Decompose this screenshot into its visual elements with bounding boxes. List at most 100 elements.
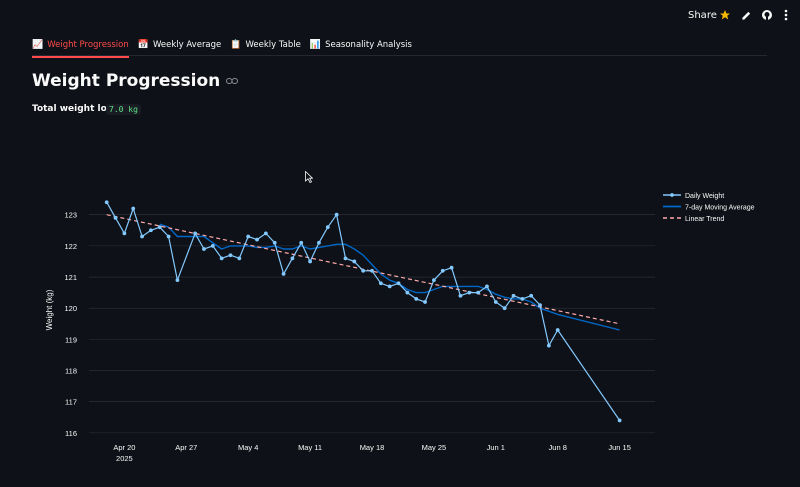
data-point [308, 259, 312, 264]
data-point [246, 234, 251, 239]
data-point [263, 231, 268, 236]
series-line-7-day-moving-average [159, 223, 620, 331]
x-tick-year-label: 2025 [116, 454, 133, 463]
data-point [343, 256, 348, 261]
data-point [113, 215, 118, 220]
data-point [361, 268, 366, 273]
data-point [520, 296, 525, 301]
top-toolbar: Share [0, 0, 800, 32]
data-point [228, 253, 233, 258]
chart-increasing-icon: 📈 [32, 40, 44, 50]
data-point [140, 234, 144, 239]
data-point [334, 212, 339, 217]
tab-seasonality-analysis[interactable]: 📊 Seasonality Analysis [310, 36, 421, 58]
x-tick-label: May 11 [298, 443, 322, 452]
data-point [237, 256, 242, 261]
data-point [485, 284, 489, 289]
data-point [157, 225, 162, 230]
tab-weight-progression[interactable]: 📈 Weight Progression [32, 36, 138, 58]
link-icon[interactable] [226, 75, 239, 88]
data-point [166, 234, 171, 239]
x-tick-label: Jun 1 [487, 443, 505, 452]
more-vertical-icon[interactable] [779, 8, 793, 22]
data-point [414, 296, 419, 301]
tab-label: Weight Progression [47, 40, 129, 50]
x-tick-label: May 25 [422, 443, 447, 452]
data-point [449, 265, 454, 270]
y-tick-label: 117 [65, 398, 77, 407]
legend-swatch-marker [670, 193, 674, 197]
data-point [476, 290, 481, 295]
data-point [290, 256, 295, 261]
y-tick-label: 119 [65, 335, 77, 344]
page-title-text: Weight Progression [32, 71, 221, 91]
x-tick-label: Apr 27 [175, 443, 197, 452]
tab-label: Weekly Average [152, 40, 222, 50]
y-tick-label: 120 [64, 304, 77, 313]
data-point [467, 290, 472, 295]
data-point [502, 306, 507, 311]
calendar-icon: 📅 [137, 40, 149, 50]
bar-chart-icon: 📊 [309, 40, 322, 50]
legend-label: 7-day Moving Average [685, 204, 755, 211]
x-tick-label: May 18 [360, 443, 385, 452]
tab-label: Seasonality Analysis [325, 40, 412, 50]
x-tick-label: May 4 [238, 443, 258, 452]
data-point [272, 240, 277, 245]
data-point [281, 272, 286, 276]
total-weight-lost-value: 7.0 kg [106, 104, 141, 115]
data-point [538, 303, 542, 307]
tab-weekly-average[interactable]: 📅 Weekly Average [138, 36, 231, 58]
page-title: Weight Progression [32, 71, 239, 91]
github-icon[interactable] [760, 8, 774, 22]
tab-divider [32, 55, 767, 56]
data-point [405, 290, 410, 295]
pencil-icon[interactable] [739, 8, 753, 22]
data-point [210, 243, 215, 248]
y-tick-label: 118 [65, 367, 77, 376]
y-tick-label: 122 [64, 242, 77, 251]
tab-bar: 📈 Weight Progression 📅 Weekly Average 📋 … [32, 36, 421, 58]
data-point [255, 237, 259, 242]
data-point [546, 343, 551, 348]
data-point [202, 247, 206, 251]
data-point [352, 259, 357, 264]
tab-label: Weekly Table [245, 40, 301, 50]
data-point [387, 284, 392, 289]
y-tick-label: 123 [64, 211, 77, 220]
share-button[interactable]: Share [688, 10, 717, 21]
total-weight-lost-label: Total weight lost: [32, 104, 121, 114]
data-point [219, 256, 224, 261]
x-tick-label: Jun 8 [549, 443, 567, 452]
x-tick-label: Apr 20 [113, 443, 135, 452]
data-point [529, 293, 534, 298]
legend-label: Daily Weight [685, 193, 724, 200]
data-point [458, 293, 463, 298]
data-point [440, 268, 445, 273]
data-point [299, 240, 304, 245]
data-point [617, 418, 622, 423]
data-point [175, 278, 180, 283]
data-point [370, 268, 374, 273]
data-point [493, 300, 498, 304]
data-point [396, 281, 401, 286]
tab-weekly-table[interactable]: 📋 Weekly Table [230, 36, 310, 58]
data-point [432, 278, 436, 283]
y-tick-label: 116 [65, 429, 77, 438]
legend-label: Linear Trend [685, 216, 724, 223]
data-point [131, 206, 136, 211]
mouse-cursor-icon [305, 168, 314, 187]
clipboard-icon: 📋 [230, 40, 242, 50]
data-point [325, 225, 330, 230]
data-point [423, 300, 427, 304]
y-axis-label: Weight (kg) [45, 289, 54, 330]
data-point [555, 328, 560, 332]
data-point [104, 200, 109, 205]
data-point [378, 281, 383, 286]
star-icon[interactable] [718, 8, 732, 22]
data-point [149, 228, 153, 233]
data-point [317, 240, 321, 245]
series-line-daily-weight [106, 201, 621, 421]
data-point [122, 231, 127, 236]
